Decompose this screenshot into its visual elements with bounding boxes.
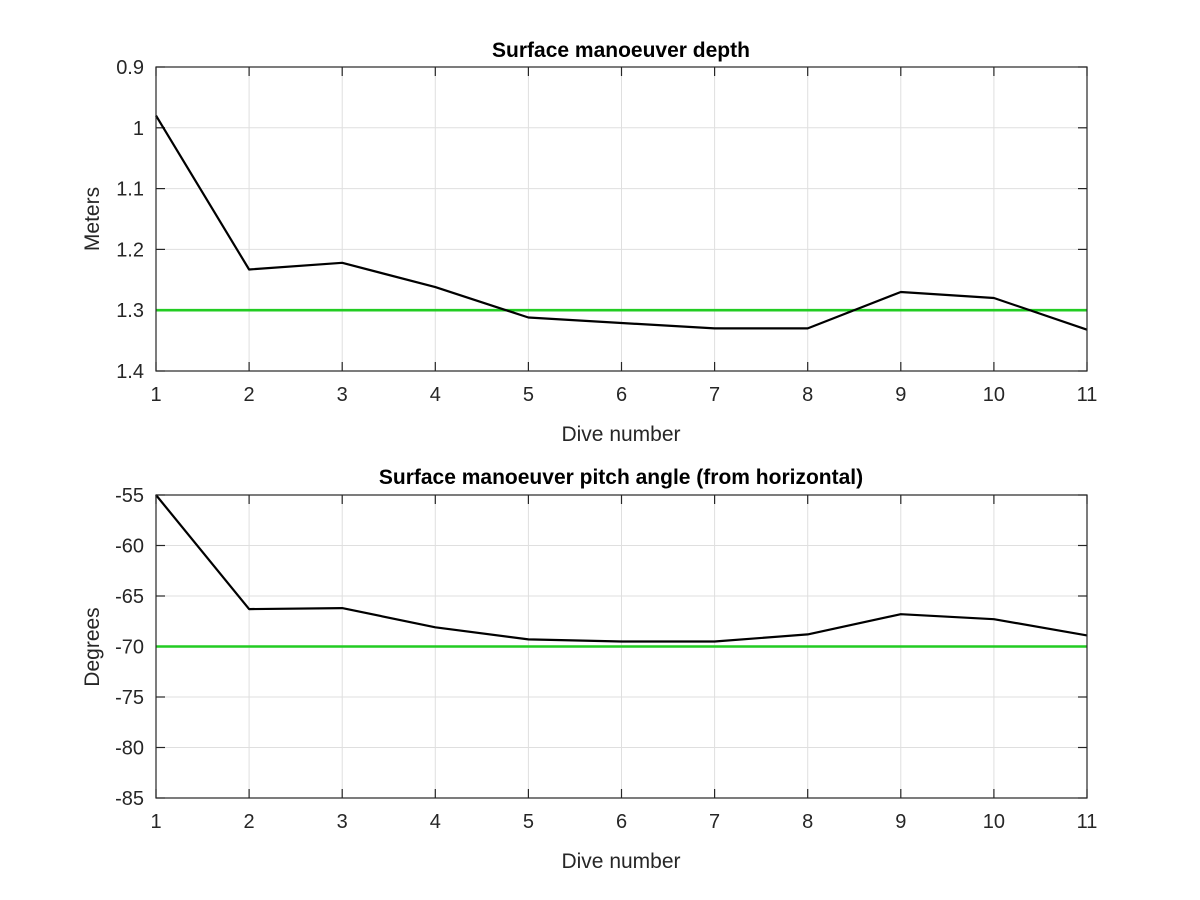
depth-chart-x-tick-label: 7 (709, 384, 720, 406)
depth-chart-axes-box (155, 66, 1088, 372)
pitch-chart-x-tick-label: 5 (523, 811, 534, 833)
depth-chart-series-line (155, 115, 1088, 331)
depth-chart-y-tick-label: 1.2 (116, 239, 144, 261)
pitch-chart-y-tick-label: -70 (115, 637, 144, 659)
depth-chart-x-tick-label: 2 (244, 384, 255, 406)
depth-chart-x-tick-label: 1 (150, 384, 161, 406)
depth-chart-x-tick-label: 6 (616, 384, 627, 406)
depth-chart-x-tick-label: 5 (523, 384, 534, 406)
depth-chart-y-tick-label: 1.1 (116, 179, 144, 201)
depth-chart-x-tick-label: 9 (895, 384, 906, 406)
depth-chart: Surface manoeuver depth Dive number Mete… (81, 39, 1097, 446)
pitch-chart-y-axis-label: Degrees (81, 607, 104, 686)
pitch-chart-x-tick-label: 9 (895, 811, 906, 833)
pitch-chart-x-tick-label: 8 (802, 811, 813, 833)
depth-chart-x-tick-label: 4 (430, 384, 441, 406)
depth-chart-y-tick-label: 1 (133, 118, 144, 140)
depth-chart-y-tick-label: 1.4 (116, 361, 144, 383)
pitch-chart-series-line (155, 494, 1088, 643)
pitch-chart-x-tick-label: 4 (430, 811, 441, 833)
depth-chart-y-tick-label: 1.3 (116, 300, 144, 322)
depth-chart-grid (155, 66, 1088, 372)
pitch-chart-title: Surface manoeuver pitch angle (from hori… (379, 466, 863, 489)
depth-chart-y-tick-label: 0.9 (116, 57, 144, 79)
pitch-chart-y-tick-label: -65 (115, 586, 144, 608)
depth-chart-x-tick-label: 10 (983, 384, 1005, 406)
pitch-chart-x-tick-label: 11 (1077, 811, 1098, 833)
depth-chart-x-axis-label: Dive number (561, 423, 680, 446)
pitch-chart-axes-box (155, 494, 1088, 799)
pitch-chart-x-axis-label: Dive number (561, 850, 680, 873)
pitch-chart-y-tick-label: -85 (115, 788, 144, 810)
depth-chart-y-axis-label: Meters (81, 187, 104, 251)
pitch-chart-x-tick-label: 7 (709, 811, 720, 833)
pitch-chart-x-tick-label: 1 (150, 811, 161, 833)
pitch-chart-x-tick-label: 10 (983, 811, 1005, 833)
depth-chart-x-tick-label: 11 (1077, 384, 1098, 406)
pitch-chart-x-tick-label: 2 (244, 811, 255, 833)
pitch-chart-y-tick-label: -80 (115, 738, 144, 760)
pitch-chart-x-tick-label: 3 (337, 811, 348, 833)
depth-chart-title: Surface manoeuver depth (492, 39, 750, 62)
pitch-chart-y-tick-label: -60 (115, 536, 144, 558)
pitch-chart: Surface manoeuver pitch angle (from hori… (81, 466, 1097, 873)
pitch-chart-y-tick-label: -75 (115, 687, 144, 709)
depth-chart-x-tick-label: 3 (337, 384, 348, 406)
pitch-chart-x-tick-label: 6 (616, 811, 627, 833)
pitch-chart-y-tick-label: -55 (115, 485, 144, 507)
depth-chart-x-tick-label: 8 (802, 384, 813, 406)
